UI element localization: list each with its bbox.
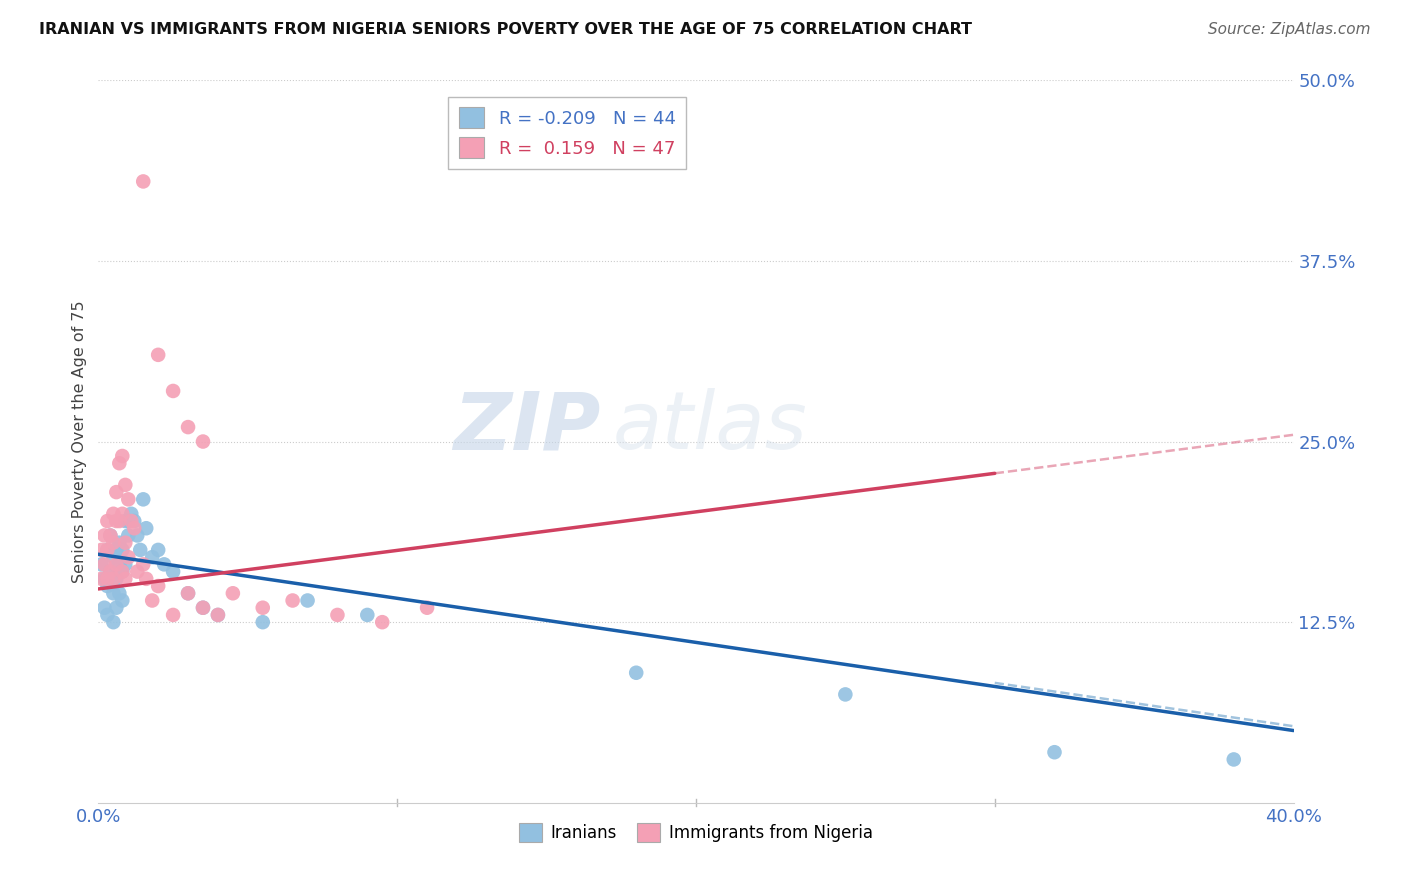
Point: [117, 550, 139, 565]
Point: [96, 542, 118, 557]
Point: [98, 565, 122, 579]
Point: [103, 507, 125, 521]
Point: [93, 572, 115, 586]
Point: [117, 514, 139, 528]
Point: [108, 558, 131, 572]
Point: [148, 348, 170, 362]
Point: [117, 528, 139, 542]
Point: [105, 572, 128, 586]
Point: [207, 607, 229, 622]
Legend: Iranians, Immigrants from Nigeria: Iranians, Immigrants from Nigeria: [512, 816, 880, 848]
Point: [191, 600, 214, 615]
Point: [356, 607, 378, 622]
Point: [111, 449, 134, 463]
Point: [108, 586, 131, 600]
Text: IRANIAN VS IMMIGRANTS FROM NIGERIA SENIORS POVERTY OVER THE AGE OF 75 CORRELATIO: IRANIAN VS IMMIGRANTS FROM NIGERIA SENIO…: [39, 22, 973, 37]
Point: [129, 542, 152, 557]
Point: [281, 593, 304, 607]
Point: [120, 514, 142, 528]
Point: [103, 550, 125, 565]
Point: [124, 514, 146, 528]
Point: [135, 572, 157, 586]
Point: [105, 485, 128, 500]
Point: [177, 586, 200, 600]
Point: [177, 586, 200, 600]
Point: [1223, 752, 1246, 766]
Point: [98, 528, 122, 542]
Point: [96, 607, 118, 622]
Point: [90, 572, 112, 586]
Point: [834, 687, 856, 701]
Point: [252, 615, 274, 630]
Point: [117, 492, 139, 507]
Point: [96, 572, 118, 586]
Text: Source: ZipAtlas.com: Source: ZipAtlas.com: [1208, 22, 1371, 37]
Point: [127, 528, 149, 542]
Point: [93, 528, 115, 542]
Point: [416, 600, 439, 615]
Point: [162, 607, 184, 622]
Point: [114, 535, 136, 549]
Point: [191, 434, 214, 449]
Point: [153, 558, 176, 572]
Point: [111, 507, 134, 521]
Point: [111, 565, 134, 579]
Point: [96, 579, 118, 593]
Point: [93, 600, 115, 615]
Point: [90, 542, 112, 557]
Point: [252, 600, 274, 615]
Point: [98, 528, 122, 542]
Point: [141, 593, 163, 607]
Point: [371, 615, 394, 630]
Point: [124, 521, 146, 535]
Point: [114, 514, 136, 528]
Point: [132, 174, 155, 188]
Point: [162, 384, 184, 398]
Point: [135, 521, 157, 535]
Point: [103, 615, 125, 630]
Point: [141, 550, 163, 565]
Point: [222, 586, 245, 600]
Point: [148, 579, 170, 593]
Point: [177, 420, 200, 434]
Point: [127, 565, 149, 579]
Point: [1043, 745, 1066, 759]
Point: [326, 607, 349, 622]
Point: [105, 558, 128, 572]
Text: atlas: atlas: [613, 388, 807, 467]
Point: [207, 607, 229, 622]
Y-axis label: Seniors Poverty Over the Age of 75: Seniors Poverty Over the Age of 75: [72, 301, 87, 582]
Point: [114, 478, 136, 492]
Point: [105, 600, 128, 615]
Point: [132, 558, 155, 572]
Point: [114, 558, 136, 572]
Point: [114, 572, 136, 586]
Point: [105, 514, 128, 528]
Point: [98, 565, 122, 579]
Point: [108, 514, 131, 528]
Point: [111, 565, 134, 579]
Point: [96, 542, 118, 557]
Point: [626, 665, 648, 680]
Point: [108, 535, 131, 549]
Point: [103, 535, 125, 549]
Point: [108, 456, 131, 470]
Point: [93, 558, 115, 572]
Point: [162, 565, 184, 579]
Point: [132, 492, 155, 507]
Point: [103, 586, 125, 600]
Point: [96, 514, 118, 528]
Point: [120, 507, 142, 521]
Point: [297, 593, 319, 607]
Point: [103, 572, 125, 586]
Point: [148, 542, 170, 557]
Point: [105, 542, 128, 557]
Point: [90, 558, 112, 572]
Point: [111, 542, 134, 557]
Point: [191, 600, 214, 615]
Point: [111, 593, 134, 607]
Text: ZIP: ZIP: [453, 388, 600, 467]
